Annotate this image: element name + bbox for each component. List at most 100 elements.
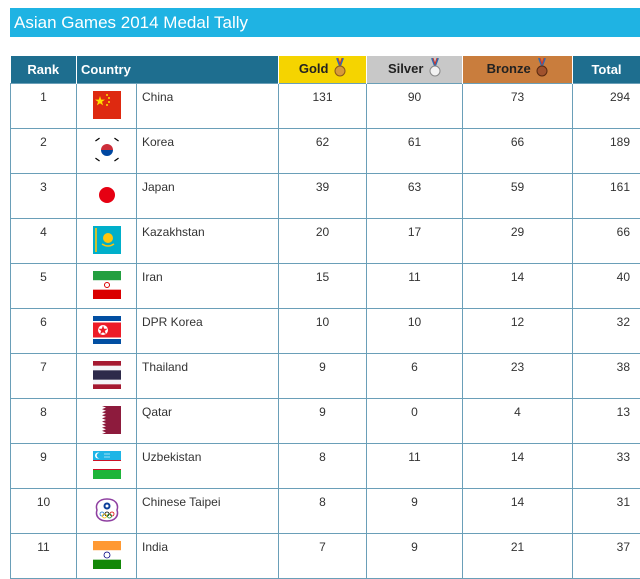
country-name[interactable]: India: [137, 534, 279, 579]
country-name[interactable]: China: [137, 84, 279, 129]
medal-table: Rank Country Gold Silver Bronze: [10, 56, 640, 579]
table-row: 1 China 131 90 73 294: [11, 84, 640, 129]
total-count: 294: [573, 84, 640, 129]
table-header-row: Rank Country Gold Silver Bronze: [11, 56, 640, 84]
table-row: 4 Kazakhstan 20 17 29 66: [11, 219, 640, 264]
korea-flag-icon: [93, 136, 121, 164]
gold-count: 131: [279, 84, 367, 129]
total-count: 161: [573, 174, 640, 219]
country-header[interactable]: Country: [77, 56, 279, 84]
silver-medal-icon: [429, 58, 441, 81]
country-name[interactable]: Uzbekistan: [137, 444, 279, 489]
bronze-count: 14: [463, 489, 573, 534]
flag-cell: [77, 129, 137, 174]
total-count: 13: [573, 399, 640, 444]
kazakhstan-flag-icon: [93, 226, 121, 254]
country-name[interactable]: Korea: [137, 129, 279, 174]
gold-header[interactable]: Gold: [279, 56, 367, 84]
bronze-count: 73: [463, 84, 573, 129]
gold-count: 62: [279, 129, 367, 174]
bronze-count: 23: [463, 354, 573, 399]
gold-count: 9: [279, 399, 367, 444]
chinese-taipei-flag-icon: [93, 496, 121, 524]
gold-count: 9: [279, 354, 367, 399]
silver-count: 63: [367, 174, 463, 219]
silver-header[interactable]: Silver: [367, 56, 463, 84]
medal-table-container: Rank Country Gold Silver Bronze: [10, 56, 640, 579]
thailand-flag-icon: [93, 361, 121, 389]
flag-cell: [77, 309, 137, 354]
bronze-count: 4: [463, 399, 573, 444]
total-count: 189: [573, 129, 640, 174]
rank-cell: 2: [11, 129, 77, 174]
silver-count: 11: [367, 264, 463, 309]
bronze-count: 14: [463, 264, 573, 309]
total-header[interactable]: Total: [573, 56, 640, 84]
flag-cell: [77, 174, 137, 219]
bronze-count: 66: [463, 129, 573, 174]
silver-count: 61: [367, 129, 463, 174]
rank-cell: 8: [11, 399, 77, 444]
table-row: 2 Korea 62 61 66 189: [11, 129, 640, 174]
rank-cell: 7: [11, 354, 77, 399]
silver-count: 10: [367, 309, 463, 354]
gold-medal-icon: [334, 58, 346, 81]
country-name[interactable]: Japan: [137, 174, 279, 219]
rank-cell: 6: [11, 309, 77, 354]
total-count: 32: [573, 309, 640, 354]
silver-count: 0: [367, 399, 463, 444]
total-count: 31: [573, 489, 640, 534]
page-title: Asian Games 2014 Medal Tally: [10, 8, 640, 37]
table-row: 8 Qatar 9 0 4 13: [11, 399, 640, 444]
flag-cell: [77, 534, 137, 579]
country-name[interactable]: Iran: [137, 264, 279, 309]
rank-header[interactable]: Rank: [11, 56, 77, 84]
total-count: 66: [573, 219, 640, 264]
qatar-flag-icon: [93, 406, 121, 434]
bronze-count: 14: [463, 444, 573, 489]
table-row: 7 Thailand 9 6 23 38: [11, 354, 640, 399]
dpr-korea-flag-icon: [93, 316, 121, 344]
flag-cell: [77, 354, 137, 399]
flag-cell: [77, 444, 137, 489]
country-name[interactable]: Qatar: [137, 399, 279, 444]
silver-count: 6: [367, 354, 463, 399]
rank-cell: 10: [11, 489, 77, 534]
rank-cell: 5: [11, 264, 77, 309]
bronze-header[interactable]: Bronze: [463, 56, 573, 84]
total-count: 38: [573, 354, 640, 399]
flag-cell: [77, 399, 137, 444]
bronze-count: 12: [463, 309, 573, 354]
silver-count: 9: [367, 489, 463, 534]
table-row: 6 DPR Korea 10 10 12 32: [11, 309, 640, 354]
country-name[interactable]: Kazakhstan: [137, 219, 279, 264]
bronze-medal-icon: [536, 58, 548, 81]
table-row: 3 Japan 39 63 59 161: [11, 174, 640, 219]
gold-count: 20: [279, 219, 367, 264]
flag-cell: [77, 219, 137, 264]
country-name[interactable]: DPR Korea: [137, 309, 279, 354]
gold-count: 7: [279, 534, 367, 579]
uzbekistan-flag-icon: [93, 451, 121, 479]
flag-cell: [77, 264, 137, 309]
rank-cell: 3: [11, 174, 77, 219]
flag-cell: [77, 84, 137, 129]
table-row: 5 Iran 15 11 14 40: [11, 264, 640, 309]
bronze-count: 59: [463, 174, 573, 219]
rank-cell: 1: [11, 84, 77, 129]
total-count: 33: [573, 444, 640, 489]
total-count: 40: [573, 264, 640, 309]
rank-cell: 11: [11, 534, 77, 579]
rank-cell: 9: [11, 444, 77, 489]
japan-flag-icon: [93, 181, 121, 209]
bronze-header-label: Bronze: [487, 61, 531, 76]
silver-header-label: Silver: [388, 61, 423, 76]
iran-flag-icon: [93, 271, 121, 299]
rank-cell: 4: [11, 219, 77, 264]
country-name[interactable]: Thailand: [137, 354, 279, 399]
gold-count: 8: [279, 489, 367, 534]
country-name[interactable]: Chinese Taipei: [137, 489, 279, 534]
flag-cell: [77, 489, 137, 534]
gold-count: 8: [279, 444, 367, 489]
table-row: 9 Uzbekistan 8 11 14 33: [11, 444, 640, 489]
